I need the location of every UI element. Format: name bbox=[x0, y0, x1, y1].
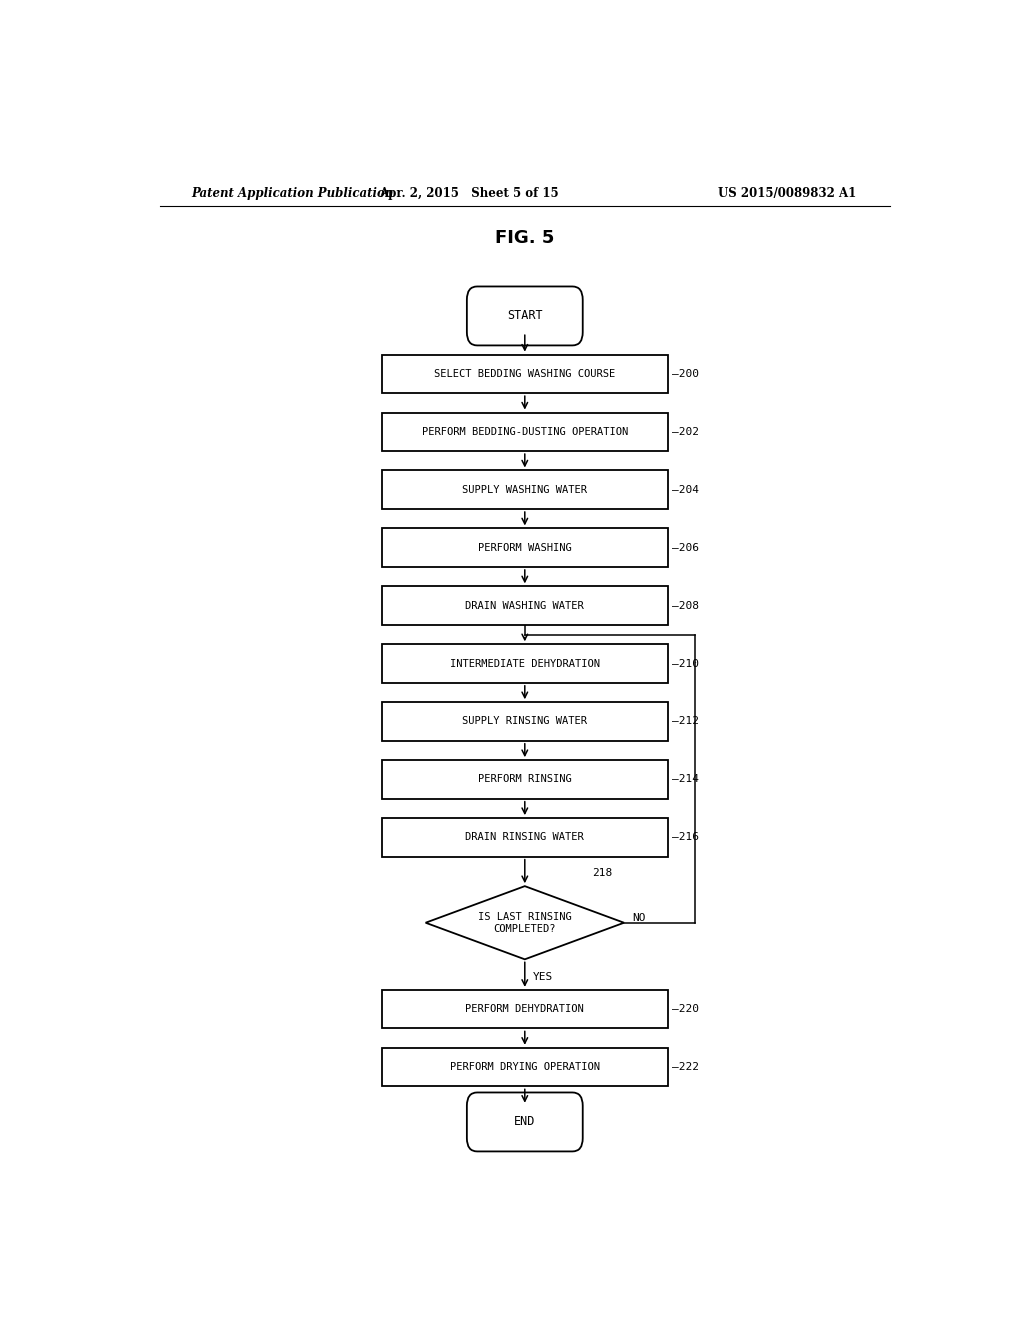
Text: INTERMEDIATE DEHYDRATION: INTERMEDIATE DEHYDRATION bbox=[450, 659, 600, 668]
Text: —210: —210 bbox=[672, 659, 698, 668]
Text: PERFORM BEDDING-DUSTING OPERATION: PERFORM BEDDING-DUSTING OPERATION bbox=[422, 426, 628, 437]
Polygon shape bbox=[426, 886, 624, 960]
Text: —206: —206 bbox=[672, 543, 698, 553]
FancyBboxPatch shape bbox=[382, 1048, 668, 1086]
FancyBboxPatch shape bbox=[382, 586, 668, 624]
FancyBboxPatch shape bbox=[382, 528, 668, 568]
FancyBboxPatch shape bbox=[382, 818, 668, 857]
FancyBboxPatch shape bbox=[467, 286, 583, 346]
Text: SUPPLY RINSING WATER: SUPPLY RINSING WATER bbox=[462, 717, 588, 726]
Text: PERFORM DEHYDRATION: PERFORM DEHYDRATION bbox=[466, 1005, 584, 1014]
FancyBboxPatch shape bbox=[382, 702, 668, 741]
Text: —214: —214 bbox=[672, 775, 698, 784]
Text: —216: —216 bbox=[672, 833, 698, 842]
Text: NO: NO bbox=[632, 912, 645, 923]
Text: 218: 218 bbox=[592, 869, 612, 878]
Text: Patent Application Publication: Patent Application Publication bbox=[191, 187, 394, 201]
FancyBboxPatch shape bbox=[382, 355, 668, 393]
Text: PERFORM DRYING OPERATION: PERFORM DRYING OPERATION bbox=[450, 1063, 600, 1072]
Text: —200: —200 bbox=[672, 368, 698, 379]
Text: DRAIN WASHING WATER: DRAIN WASHING WATER bbox=[466, 601, 584, 611]
Text: YES: YES bbox=[532, 972, 553, 982]
Text: —208: —208 bbox=[672, 601, 698, 611]
Text: —212: —212 bbox=[672, 717, 698, 726]
FancyBboxPatch shape bbox=[382, 412, 668, 451]
Text: US 2015/0089832 A1: US 2015/0089832 A1 bbox=[718, 187, 856, 201]
Text: START: START bbox=[507, 309, 543, 322]
Text: DRAIN RINSING WATER: DRAIN RINSING WATER bbox=[466, 833, 584, 842]
Text: FIG. 5: FIG. 5 bbox=[496, 228, 554, 247]
Text: SUPPLY WASHING WATER: SUPPLY WASHING WATER bbox=[462, 484, 588, 495]
Text: —222: —222 bbox=[672, 1063, 698, 1072]
Text: END: END bbox=[514, 1115, 536, 1129]
Text: —202: —202 bbox=[672, 426, 698, 437]
Text: —220: —220 bbox=[672, 1005, 698, 1014]
Text: PERFORM RINSING: PERFORM RINSING bbox=[478, 775, 571, 784]
FancyBboxPatch shape bbox=[467, 1093, 583, 1151]
FancyBboxPatch shape bbox=[382, 990, 668, 1028]
FancyBboxPatch shape bbox=[382, 760, 668, 799]
Text: —204: —204 bbox=[672, 484, 698, 495]
Text: SELECT BEDDING WASHING COURSE: SELECT BEDDING WASHING COURSE bbox=[434, 368, 615, 379]
Text: IS LAST RINSING
COMPLETED?: IS LAST RINSING COMPLETED? bbox=[478, 912, 571, 933]
FancyBboxPatch shape bbox=[382, 470, 668, 510]
Text: PERFORM WASHING: PERFORM WASHING bbox=[478, 543, 571, 553]
FancyBboxPatch shape bbox=[382, 644, 668, 682]
Text: Apr. 2, 2015   Sheet 5 of 15: Apr. 2, 2015 Sheet 5 of 15 bbox=[380, 187, 559, 201]
